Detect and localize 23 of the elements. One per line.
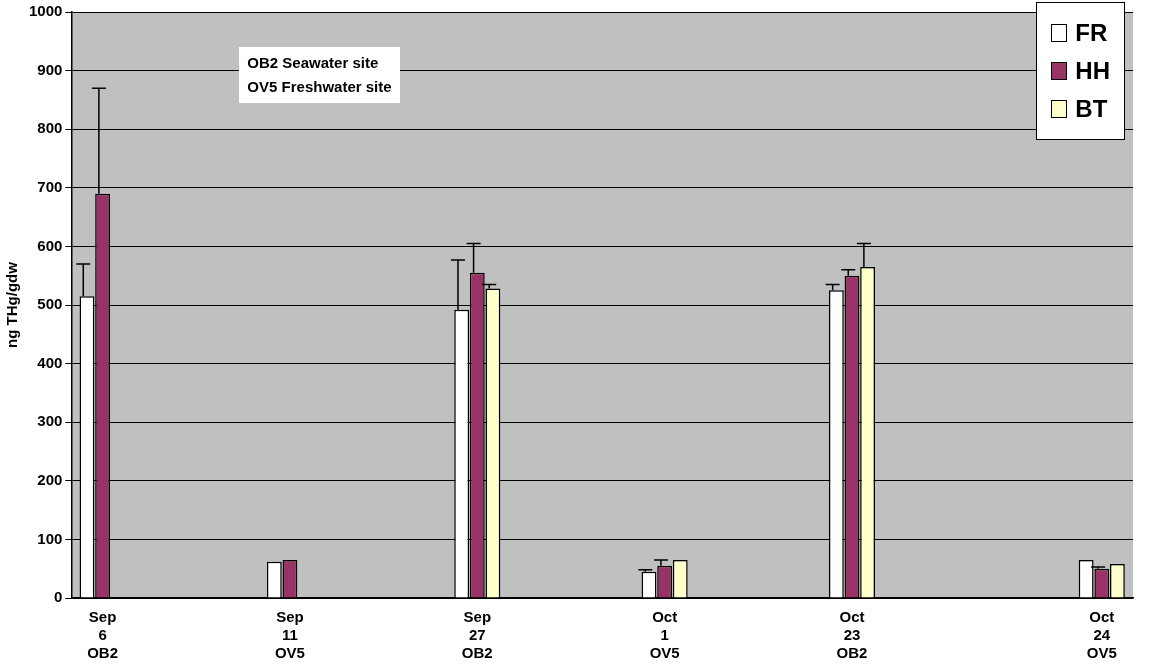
- y-tick-label: 1000: [28, 2, 63, 20]
- y-tick-label: 0: [54, 588, 63, 606]
- y-tick-label: 500: [37, 295, 63, 313]
- x-tick-label: Oct 1 OV5: [649, 608, 680, 662]
- x-tick-label: Sep 27 OB2: [461, 608, 493, 662]
- y-tick-label: 200: [37, 470, 63, 488]
- y-tick-label: 300: [37, 412, 63, 430]
- y-axis-title: ng THg/gdw: [3, 261, 21, 348]
- y-tick-label: 400: [37, 353, 63, 371]
- y-tick-label: 900: [37, 60, 63, 78]
- y-tick-label: 600: [37, 236, 63, 254]
- legend-label: FR: [1075, 19, 1108, 47]
- legend-label: HH: [1075, 57, 1110, 85]
- annotation: OB2 Seawater site: [247, 53, 380, 73]
- legend-label: BT: [1075, 95, 1108, 123]
- x-tick-label: Oct 23 OB2: [836, 608, 868, 662]
- annotation: OV5 Freshwater site: [247, 77, 392, 97]
- y-tick-label: 700: [37, 177, 63, 195]
- x-tick-label: Oct 24 OV5: [1086, 608, 1117, 662]
- x-tick-label: Sep 11 OV5: [274, 608, 305, 662]
- x-tick-label: Sep 6 OB2: [87, 608, 119, 662]
- y-tick-label: 100: [37, 529, 63, 547]
- y-tick-label: 800: [37, 119, 63, 137]
